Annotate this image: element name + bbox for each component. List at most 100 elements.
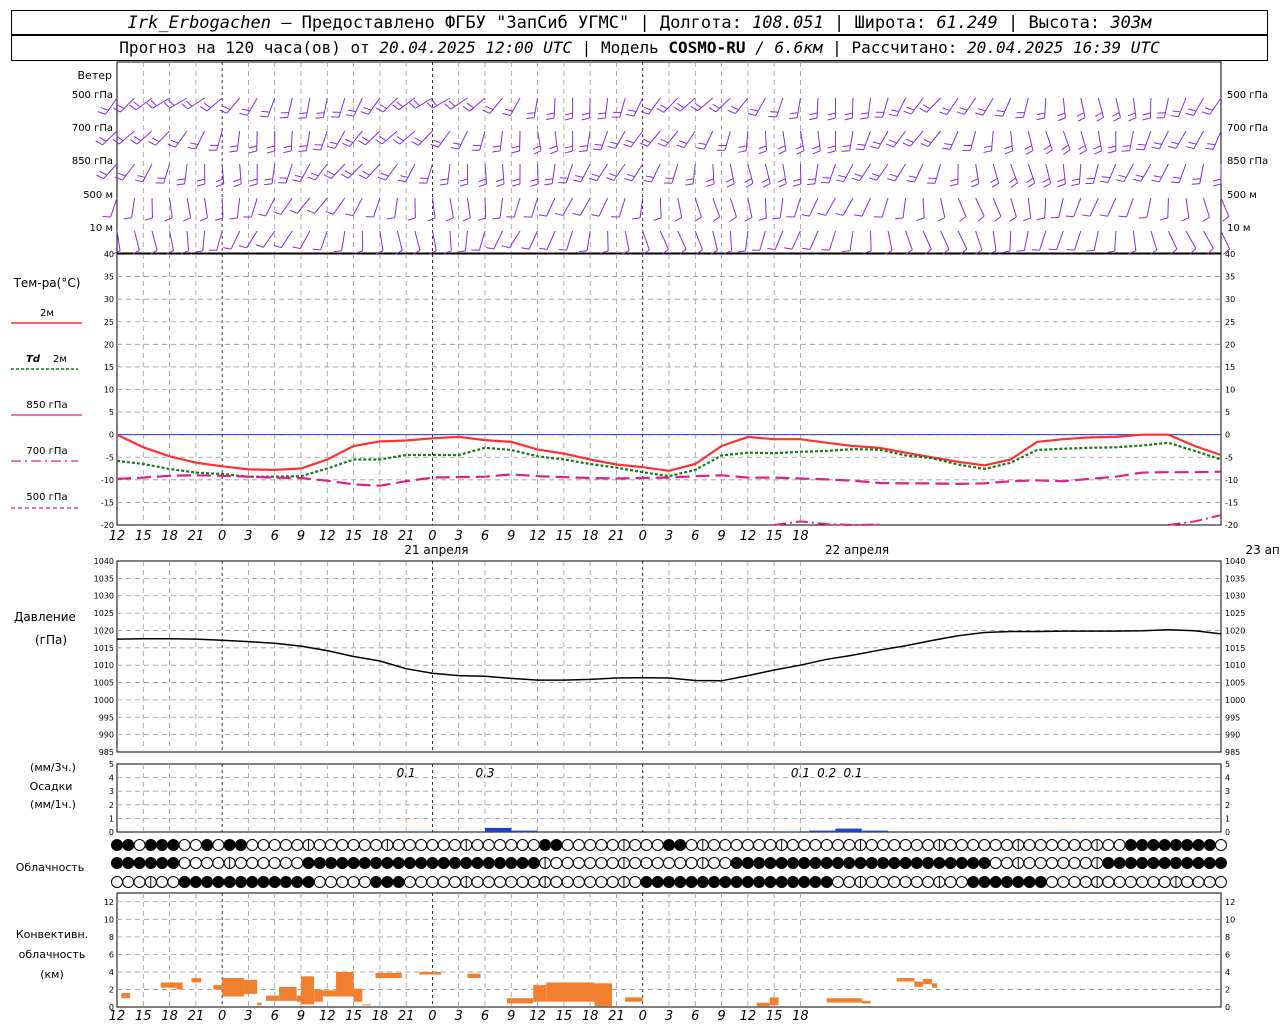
cloud-cover-symbol <box>753 839 766 851</box>
wind-barb-feather <box>1188 108 1197 112</box>
cloud-cover-symbol <box>877 876 890 888</box>
wind-barb-feather <box>1128 250 1137 255</box>
conv-title-1: Конвективн. <box>16 928 88 941</box>
wind-barb <box>330 163 346 179</box>
wind-barb-feather <box>983 150 992 153</box>
computed-label: Рассчитано: <box>851 38 958 57</box>
wind-barb-feather <box>696 147 705 150</box>
cloud-cover-symbol <box>1034 857 1047 869</box>
wind-barb-feather <box>594 143 603 146</box>
wind-barb-feather <box>344 170 352 176</box>
time-tick-label-bottom: 15 <box>556 1009 573 1024</box>
wind-barb <box>116 230 121 251</box>
wind-barb-feather <box>325 210 334 215</box>
cloud-cover-symbol <box>291 857 304 869</box>
wind-barb-feather <box>778 150 787 155</box>
wind-barb-feather <box>983 145 993 148</box>
wind-barb-feather <box>392 139 401 145</box>
wind-barb-feather <box>838 175 847 178</box>
wind-barb-feather <box>273 211 281 215</box>
convective-cloud-bar <box>322 990 337 997</box>
conv-ytick-right: 2 <box>1225 985 1230 994</box>
wind-barb <box>1080 130 1087 151</box>
cloud-cover-symbol <box>1023 857 1036 869</box>
wind-barb-feather <box>1077 144 1086 150</box>
cloud-cover-symbol <box>708 876 721 888</box>
wind-barb <box>922 197 925 218</box>
cloud-cover-symbol <box>189 857 202 869</box>
wind-barb <box>103 163 118 180</box>
wind-barb-feather <box>767 247 776 250</box>
wind-barb-feather <box>345 213 354 217</box>
wind-barb <box>349 130 363 147</box>
wind-barb-feather <box>1026 177 1034 184</box>
cloud-cover-symbol <box>325 857 338 869</box>
wind-barb-feather <box>177 178 186 181</box>
temp-ytick: -5 <box>106 453 114 462</box>
wind-barb <box>1027 130 1034 151</box>
cloud-cover-symbol <box>403 876 416 888</box>
wind-barb-feather <box>827 150 836 154</box>
wind-barb <box>163 163 171 184</box>
wind-barb-feather <box>747 113 756 116</box>
cloud-cover-symbol <box>257 839 270 851</box>
wind-barb-feather <box>450 147 459 150</box>
header-row-1: Irk_Erbogachen – Предоставлено ФГБУ "Зап… <box>11 10 1268 35</box>
wind-barb <box>414 230 421 251</box>
day-label: 21 апреля <box>404 543 468 557</box>
press-ytick-right: 1040 <box>1225 557 1245 566</box>
wind-barb-feather <box>890 109 900 112</box>
time-tick-label-bottom: 0 <box>428 1009 436 1024</box>
wind-barb-feather <box>970 178 979 183</box>
wind-barb <box>940 197 946 218</box>
cloud-cover-symbol <box>674 839 687 851</box>
wind-barb-feather <box>116 135 124 142</box>
wind-barb-feather <box>944 143 953 146</box>
wind-barb <box>216 230 223 251</box>
wind-barb <box>290 130 293 151</box>
cloud-cover-symbol <box>640 876 653 888</box>
wind-barb <box>206 97 223 112</box>
cloud-cover-symbol <box>595 876 608 888</box>
wind-barb <box>724 130 731 151</box>
wind-barb <box>1167 230 1178 250</box>
wind-barb <box>1107 197 1117 217</box>
wind-barb-feather <box>679 248 687 255</box>
wind-barb-feather <box>134 179 143 183</box>
press-ytick: 1005 <box>94 679 114 688</box>
temp-ytick: 25 <box>104 318 114 327</box>
wind-barb-feather <box>796 150 805 155</box>
wind-barb-feather <box>789 117 798 120</box>
cloud-cover-symbol <box>843 839 856 851</box>
press-ytick-right: 1025 <box>1225 609 1245 618</box>
cloud-cover-symbol <box>910 857 923 869</box>
wind-barb <box>1175 130 1187 149</box>
wind-barb <box>566 230 574 251</box>
wind-barb <box>271 163 276 184</box>
cloud-cover-symbol <box>347 839 360 851</box>
wind-barb-feather <box>1082 214 1091 217</box>
wind-barb-feather <box>137 175 146 178</box>
wind-barb <box>347 163 363 179</box>
wind-barb <box>110 197 118 218</box>
wind-barb <box>896 97 907 117</box>
wind-barb-feather <box>712 103 720 109</box>
cloud-cover-symbol <box>1147 839 1160 851</box>
wind-barb-feather <box>273 244 282 249</box>
cloud-cover-symbol <box>606 876 619 888</box>
cloud-cover-symbol <box>234 876 247 888</box>
convective-cloud-bar <box>301 976 315 1005</box>
wind-barb-feather <box>729 216 737 222</box>
cloud-cover-symbol <box>933 857 946 869</box>
cloud-cover-symbol <box>899 876 912 888</box>
convective-cloud-bar <box>826 998 862 1003</box>
wind-barb <box>1199 163 1204 184</box>
cloud-cover-symbol <box>257 857 270 869</box>
cloud-cover-symbol <box>764 876 777 888</box>
cloud-cover-symbol <box>629 857 642 869</box>
press-ytick: 1030 <box>94 592 114 601</box>
wind-barb-feather <box>789 112 799 115</box>
convective-cloud-bar <box>914 981 924 987</box>
wind-barb-feather <box>842 145 851 148</box>
cloud-cover-symbol <box>156 857 169 869</box>
